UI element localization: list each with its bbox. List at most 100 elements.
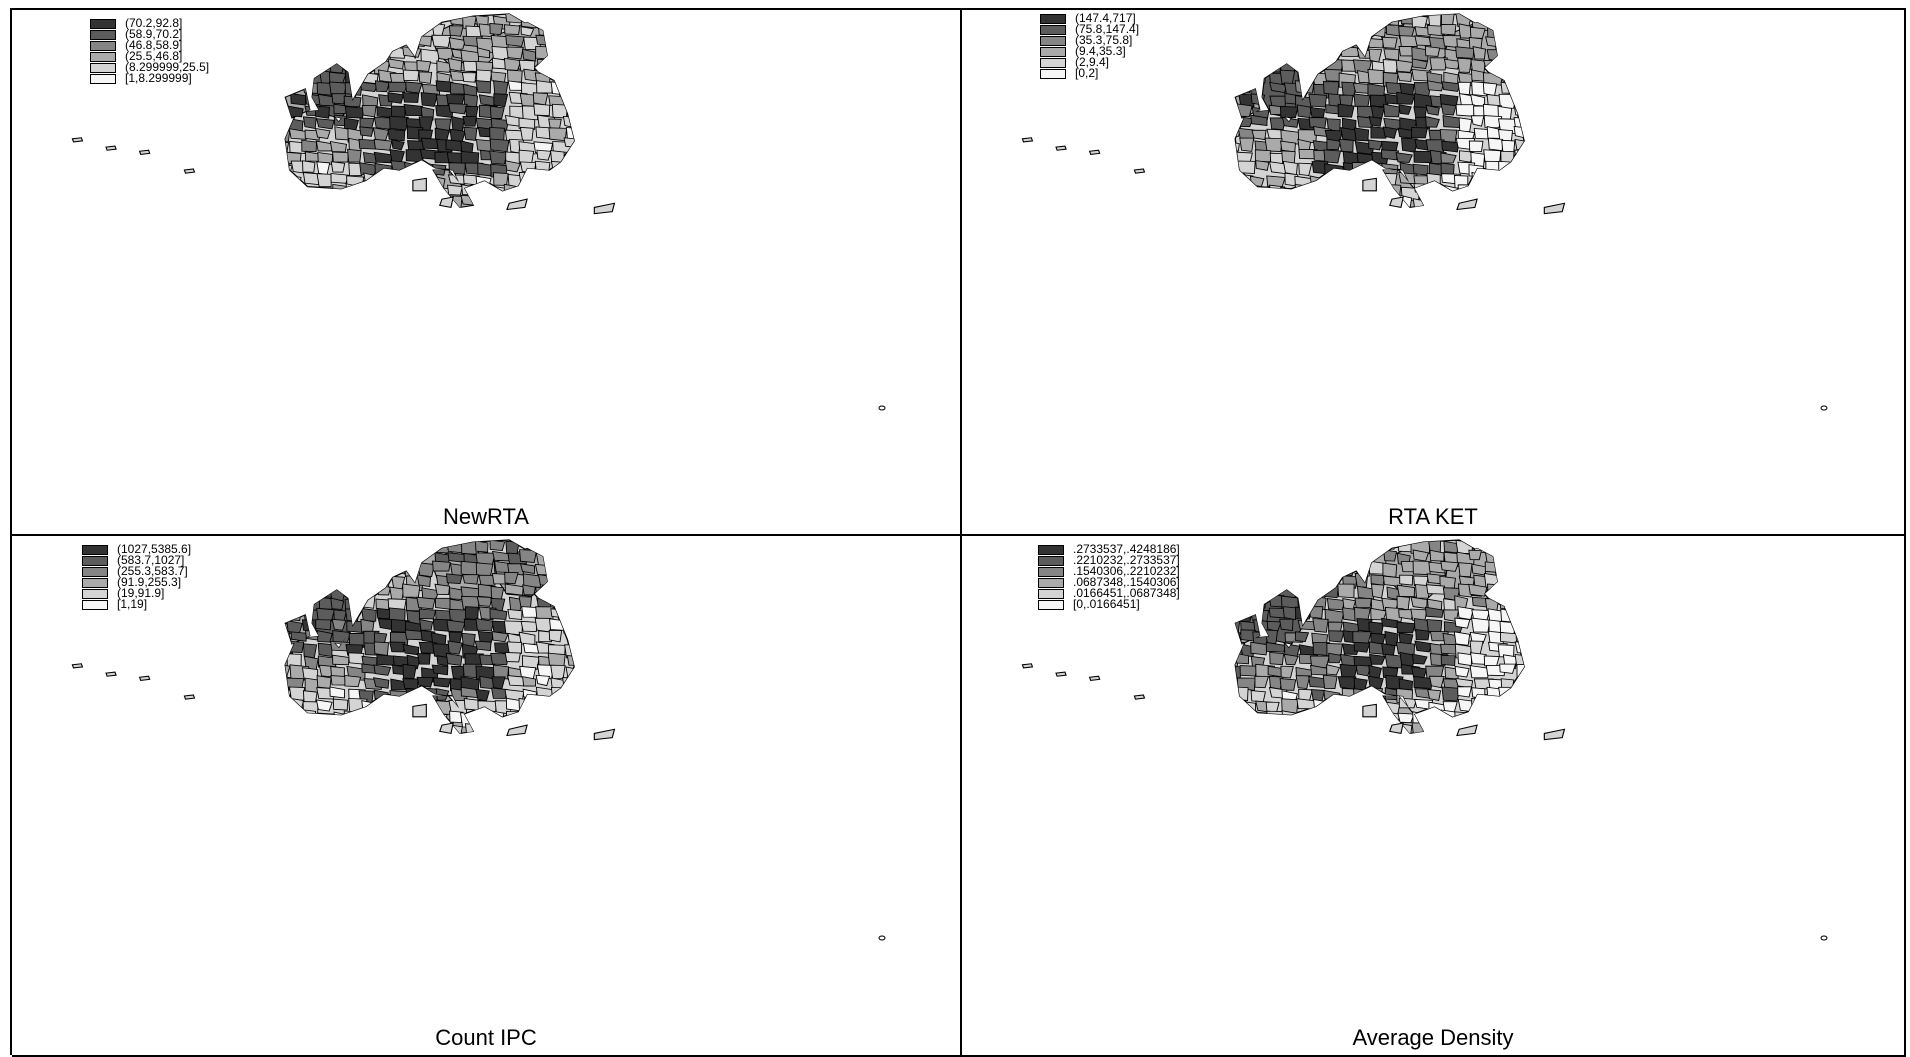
- region: [330, 597, 345, 611]
- region: [1280, 186, 1296, 202]
- region: [1235, 195, 1254, 208]
- region: [1312, 618, 1329, 633]
- region: [565, 735, 583, 747]
- region: [492, 664, 509, 680]
- region: [1236, 186, 1251, 199]
- region: [536, 80, 553, 94]
- region: [316, 675, 332, 689]
- legend-swatch: [1040, 68, 1066, 79]
- region: [1339, 550, 1353, 564]
- region: [403, 540, 421, 553]
- region: [1353, 641, 1371, 653]
- region: [504, 160, 521, 173]
- region: [464, 732, 484, 734]
- region: [319, 552, 335, 565]
- region: [493, 80, 509, 96]
- region: [535, 674, 551, 687]
- region: [1283, 653, 1299, 666]
- region: [1371, 197, 1387, 208]
- legend-swatch: [90, 40, 116, 51]
- region: [1516, 58, 1525, 71]
- region: [1501, 722, 1515, 733]
- region: [475, 736, 490, 749]
- region: [348, 736, 361, 748]
- region: [316, 173, 332, 188]
- region: [1325, 540, 1345, 555]
- region: [316, 118, 335, 130]
- legend-label: (1027,5385.6]: [117, 542, 192, 556]
- region: [1485, 36, 1503, 48]
- region: [289, 712, 308, 724]
- region: [1368, 139, 1383, 151]
- region: [1235, 689, 1239, 704]
- region: [475, 175, 492, 189]
- region: [317, 560, 333, 573]
- region: [1235, 69, 1242, 84]
- region: [1513, 712, 1525, 726]
- region: [317, 186, 337, 200]
- region: [1250, 206, 1271, 208]
- remote-island: [878, 405, 886, 411]
- region: [304, 15, 321, 26]
- region: [1265, 549, 1285, 562]
- region: [1515, 81, 1525, 94]
- region: [377, 195, 396, 208]
- region: [1268, 49, 1283, 61]
- region: [448, 25, 464, 37]
- region: [1294, 183, 1311, 196]
- region: [1516, 551, 1525, 564]
- region: [518, 631, 536, 645]
- region: [1412, 163, 1429, 176]
- region: [1395, 152, 1413, 163]
- region: [304, 583, 325, 599]
- region: [1295, 675, 1311, 690]
- region: [1325, 551, 1344, 564]
- region: [361, 37, 377, 52]
- region: [287, 640, 305, 653]
- region: [285, 70, 287, 82]
- region: [1428, 701, 1446, 717]
- legend-label: (58.9,70.2]: [125, 27, 183, 41]
- legend-entry: (9.4,35.3]: [1040, 45, 1139, 57]
- region: [1369, 23, 1386, 38]
- region: [361, 607, 377, 622]
- region: [534, 617, 552, 633]
- legend-label: [1,8.299999]: [125, 71, 192, 85]
- region: [285, 194, 292, 206]
- region: [1382, 575, 1403, 588]
- region: [359, 550, 380, 565]
- region: [329, 574, 348, 587]
- region: [451, 210, 464, 223]
- region: [360, 618, 375, 634]
- region: [1499, 48, 1520, 63]
- region: [1265, 641, 1286, 653]
- overseas-fragment: [1055, 145, 1067, 151]
- region: [1267, 540, 1282, 554]
- region: [317, 642, 333, 658]
- region: [331, 540, 346, 555]
- region: [1503, 209, 1520, 222]
- region: [1235, 80, 1244, 93]
- region: [1514, 641, 1525, 654]
- region: [1252, 586, 1272, 600]
- region: [445, 652, 463, 666]
- region: [348, 652, 365, 665]
- region: [1354, 540, 1369, 552]
- region: [1323, 711, 1342, 726]
- choropleth-map: [71, 13, 886, 411]
- region: [1254, 186, 1273, 201]
- region: [1516, 689, 1525, 700]
- region: [389, 115, 409, 131]
- region: [1235, 103, 1253, 118]
- region: [535, 737, 552, 749]
- region: [1471, 171, 1486, 183]
- region: [1239, 596, 1259, 610]
- region: [1322, 46, 1342, 61]
- region: [345, 34, 365, 49]
- region: [1412, 198, 1428, 208]
- region: [285, 549, 301, 563]
- region: [1513, 541, 1525, 554]
- region: [1353, 197, 1369, 208]
- region: [435, 688, 450, 701]
- region: [507, 210, 524, 223]
